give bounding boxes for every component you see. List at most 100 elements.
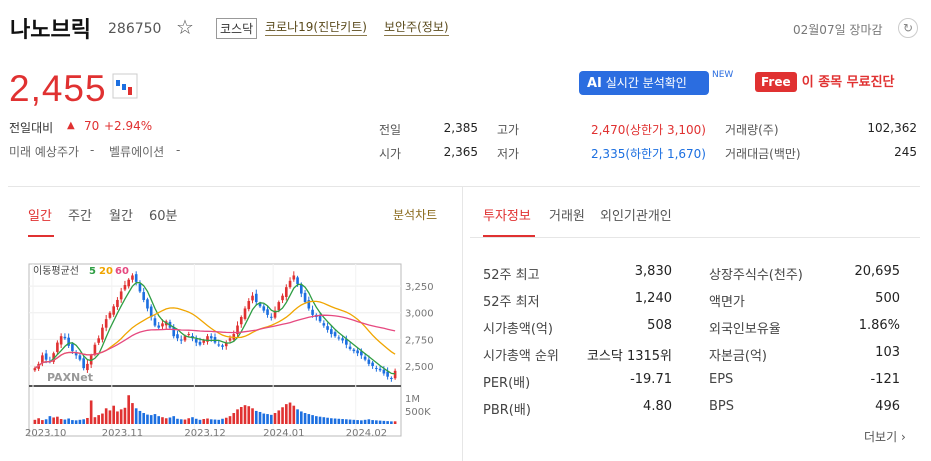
invest-label: 자본금(억) xyxy=(709,349,767,364)
change-pct: +2.94% xyxy=(104,119,153,133)
candle xyxy=(356,350,359,354)
volume-bar xyxy=(348,419,352,424)
invest-value: -121 xyxy=(870,372,900,387)
volume-bar xyxy=(239,407,243,424)
volume-bar xyxy=(86,417,89,424)
volume-bar xyxy=(277,410,281,424)
candle xyxy=(172,327,176,337)
market-badge: 코스닥 xyxy=(216,18,258,39)
candle xyxy=(318,315,322,322)
prev-close-label: 전일 xyxy=(379,123,402,137)
ai-analysis-button[interactable]: AI 실시간 분석확인 xyxy=(579,71,709,95)
volume-bar xyxy=(108,410,112,424)
refresh-icon[interactable]: ↻ xyxy=(898,18,918,38)
invest-value: 1,240 xyxy=(634,291,672,306)
divider xyxy=(8,186,920,187)
tag-security[interactable]: 보안주(정보) xyxy=(384,20,449,36)
candle xyxy=(311,309,314,315)
volume-bar xyxy=(191,417,194,424)
volume-bar xyxy=(138,410,142,424)
tab-investor-types[interactable]: 외인기관개인 xyxy=(600,209,672,224)
candle xyxy=(386,371,389,377)
open-label: 시가 xyxy=(379,147,402,161)
candle xyxy=(277,302,281,310)
candle xyxy=(206,336,209,342)
tab-monthly[interactable]: 월간 xyxy=(109,209,133,224)
x-tick-label: 2023.10 xyxy=(25,428,66,439)
tab-investment-info[interactable]: 투자정보 xyxy=(483,209,531,224)
tab-weekly[interactable]: 주간 xyxy=(68,209,92,224)
candle xyxy=(59,336,63,345)
high-value: 2,470(상한가 3,100) xyxy=(590,123,706,137)
candle xyxy=(146,299,149,309)
candle xyxy=(74,352,78,356)
analysis-chart-link[interactable]: 분석차트 xyxy=(393,208,438,222)
volume-bar xyxy=(307,414,311,424)
volume-bar xyxy=(375,420,378,424)
volume-bar xyxy=(33,419,37,424)
paxnet-watermark: PAXNet xyxy=(47,371,93,384)
tag-covid-diagnostic[interactable]: 코로나19(진단키트) xyxy=(265,20,367,36)
volume-bar xyxy=(101,413,104,424)
volume-bar xyxy=(356,420,359,424)
volume-bar xyxy=(127,395,131,424)
tab-daily[interactable]: 일간 xyxy=(28,209,52,224)
volume-bar xyxy=(330,418,333,424)
candle xyxy=(138,283,142,292)
y-tick-label: 3,250 xyxy=(405,282,434,293)
invest-value: 코스닥 1315위 xyxy=(586,349,672,364)
volume-bar xyxy=(367,419,371,424)
favorite-star-icon[interactable]: ☆ xyxy=(176,15,194,39)
amount-label: 거래대금(백만) xyxy=(725,147,801,161)
candle xyxy=(292,275,296,280)
candle xyxy=(258,303,262,307)
candle xyxy=(337,337,341,339)
invest-label: 상장주식수(천주) xyxy=(709,268,803,283)
free-diagnosis-button[interactable]: Free 이 종목 무료진단 xyxy=(755,71,915,95)
volume-bar xyxy=(82,419,85,424)
volume-bar xyxy=(236,409,239,424)
volume-bar xyxy=(296,409,299,424)
volume-bar xyxy=(386,421,389,424)
volume-bar xyxy=(217,419,221,424)
candle xyxy=(119,291,123,300)
volume-bar xyxy=(146,414,149,424)
candle xyxy=(194,338,198,343)
candle xyxy=(82,358,85,369)
more-link[interactable]: 더보기 › xyxy=(864,428,906,445)
candle xyxy=(187,334,191,336)
current-price: 2,455 xyxy=(9,68,107,109)
y-tick-label: 3,000 xyxy=(405,309,434,320)
volume-bar xyxy=(78,419,82,424)
candle xyxy=(266,309,269,315)
volume-bar xyxy=(112,405,115,424)
candle xyxy=(239,317,243,325)
candle xyxy=(134,274,138,282)
invest-value: 500 xyxy=(875,291,900,306)
volume-bar xyxy=(243,405,247,424)
candle xyxy=(202,340,206,343)
candle xyxy=(390,377,393,379)
candle xyxy=(198,341,202,345)
volume-bar xyxy=(390,421,393,424)
invest-label: 시가총액 순위 xyxy=(483,349,559,364)
volume-bar xyxy=(273,413,277,424)
vol-tick-label: 1M xyxy=(405,394,420,405)
volume-bar xyxy=(123,407,127,424)
volume-bar xyxy=(52,417,55,424)
volume-bar xyxy=(258,411,262,424)
tab-60min[interactable]: 60분 xyxy=(149,209,178,224)
volume-bar xyxy=(378,420,382,424)
low-value: 2,335(하한가 1,670) xyxy=(590,147,706,161)
tab-brokers[interactable]: 거래원 xyxy=(549,209,585,224)
volume-bar xyxy=(228,416,232,424)
candle xyxy=(236,325,239,335)
change-label: 전일대비 xyxy=(9,121,54,135)
candle xyxy=(330,329,333,335)
volume-bar xyxy=(176,418,179,424)
candle xyxy=(307,300,311,309)
volume-bar xyxy=(281,407,284,424)
market-close-date: 02월07일 장마감 xyxy=(793,23,883,37)
price-chart[interactable]: 3,250 3,000 2,750 2,500 1M 500K 2023.10 2023.1… xyxy=(25,258,445,440)
stock-code: 286750 xyxy=(108,21,162,37)
